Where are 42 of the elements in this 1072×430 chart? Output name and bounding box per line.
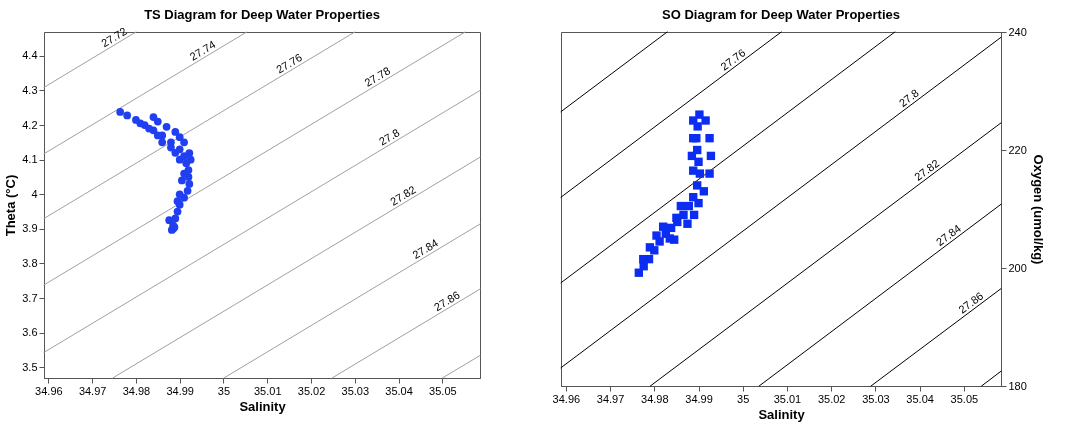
x-tick-label: 35.03 (862, 392, 890, 405)
y2-axis-title: Oxygen (umol/kg) (1030, 154, 1046, 265)
y-tick-label: 3.9 (22, 222, 38, 235)
x-tick-label: 35.01 (773, 392, 802, 405)
x-tick-label: 34.96 (552, 392, 581, 405)
y-tick-label: 4.3 (22, 83, 38, 96)
x-tick-label: 35.01 (253, 384, 282, 397)
y-tick-label: 3.5 (22, 360, 38, 373)
x-axis-title: Salinity (758, 406, 806, 422)
x-tick-label: 35 (217, 384, 231, 397)
y-tick-label: 3.8 (22, 256, 38, 269)
x-tick-label: 35.05 (429, 384, 457, 397)
x-tick-label: 35.02 (297, 384, 326, 397)
x-tick-label: 35.05 (950, 392, 979, 405)
y2-tick-label: 220 (1008, 143, 1027, 156)
x-tick-label: 34.96 (35, 384, 63, 397)
x-tick-label: 34.99 (685, 392, 713, 405)
y-tick-label: 4.1 (22, 153, 38, 166)
x-tick-label: 35.04 (906, 392, 934, 405)
x-tick-label: 35 (737, 392, 750, 405)
x-axis-title: Salinity (239, 398, 287, 414)
y-axis-title: Theta (°C) (3, 174, 19, 237)
x-tick-label: 34.99 (166, 384, 194, 397)
y-tick-label: 4 (31, 187, 38, 200)
y-tick-label: 3.7 (22, 291, 38, 304)
y2-tick-label: 180 (1008, 379, 1027, 392)
y-tick-label: 3.6 (22, 326, 38, 339)
text: 27.8 (376, 126, 402, 148)
x-tick-label: 35.04 (385, 384, 413, 397)
y2-tick-label: 240 (1008, 25, 1027, 38)
x-tick-label: 35.03 (341, 384, 370, 397)
text: 27.8 (896, 86, 921, 110)
x-tick-label: 35.02 (817, 392, 846, 405)
x-tick-label: 34.97 (78, 384, 107, 397)
x-tick-label: 34.97 (596, 392, 625, 405)
x-tick-label: 34.98 (122, 384, 151, 397)
y-tick-label: 4.4 (22, 49, 38, 62)
chart-title: SO Diagram for Deep Water Properties (662, 7, 900, 22)
x-tick-label: 34.98 (641, 392, 669, 405)
y2-tick-label: 200 (1008, 261, 1027, 274)
y-tick-label: 4.2 (22, 118, 38, 131)
chart-title: TS Diagram for Deep Water Properties (144, 6, 380, 22)
